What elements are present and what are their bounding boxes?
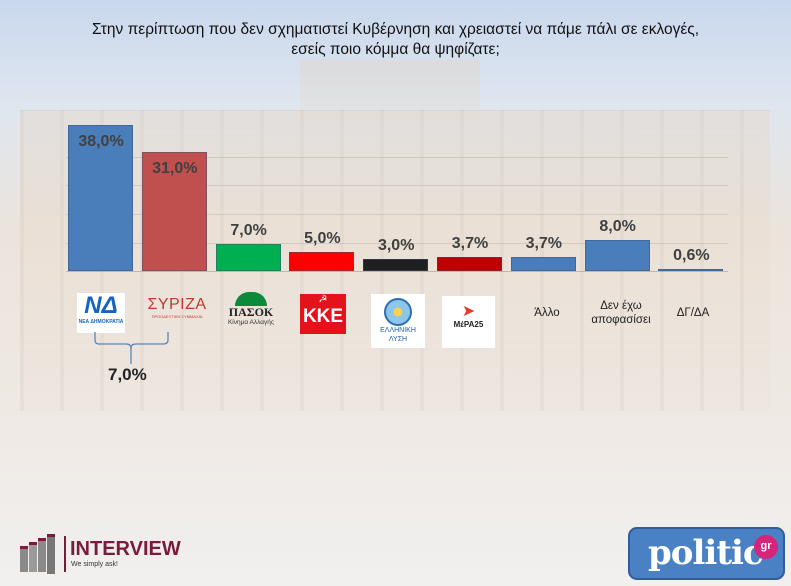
bar-2 [215,244,281,271]
bar-0 [68,125,133,271]
bar-value-label: 3,7% [451,234,489,252]
chart-title: Στην περίπτωση που δεν σχηματιστεί Κυβέρ… [0,20,791,60]
logo-nea-dimokratia: ΝΔ ΝΕΑ ΔΗΜΟΚΡΑΤΙΑ [77,293,125,333]
interview-divider [64,536,66,572]
brace-annotation-icon [94,332,169,364]
politic-name: politic [648,533,764,573]
x-axis-line [66,271,728,272]
kke-mark: ΚΚΕ [302,306,344,327]
bar-value-label: 8,0% [599,218,636,236]
bar-value-label: 7,0% [230,222,267,240]
bar-value-label: 3,0% [377,237,415,255]
logo-syriza: ΣΥΡΙΖΑ ΠΡΟΟΔΕΥΤΙΚΗ ΣΥΜΜΑΧΙΑ [147,296,207,326]
gridline [66,185,728,186]
syriza-mark: ΣΥΡΙΖΑ [147,296,207,313]
nd-mark: ΝΔ [84,292,118,319]
logo-elliniki-lysi: ΕΛΛΗΝΙΚΗ ΛΥΣΗ [371,294,425,348]
background-building-pediment [300,60,480,120]
bar-value-label: 5,0% [304,229,341,247]
logo-pasok: ΠΑΣΟΚ Κίνημα Αλλαγής [225,292,277,332]
bar-value-label: 3,7% [525,234,563,252]
category-other: Άλλο [534,307,560,319]
title-line-2: εσείς ποιο κόμμα θα ψηφίζατε; [291,41,500,58]
interview-tagline: We simply ask! [71,561,118,568]
pasok-sun-icon [235,292,267,306]
nd-text: ΝΕΑ ΔΗΜΟΚΡΑΤΙΑ [78,319,124,325]
pasok-sub: Κίνημα Αλλαγής [227,319,275,326]
bar-5 [437,256,502,271]
swallow-icon: ➤ [461,303,476,320]
category-undecided: Δεν έχω αποφασίσει [584,299,658,327]
compass-icon [384,298,412,326]
bar-value-label: 38,0% [78,133,124,150]
el-lysi-line1: ΕΛΛΗΝΙΚΗ [380,327,416,334]
bar-4 [363,259,429,271]
bar-1 [141,151,207,271]
gridline [66,157,728,158]
pasok-mark: ΠΑΣΟΚ [228,305,274,319]
hammer-sickle-icon: ☭ [318,294,328,305]
el-lysi-line2: ΛΥΣΗ [388,336,408,343]
bar-6 [510,256,576,271]
logo-mera25: ➤ ΜέΡΑ25 [442,296,495,348]
gridline [66,243,728,244]
interview-name: INTERVIEW [70,538,181,560]
title-line-1: Στην περίπτωση που δεν σχηματιστεί Κυβέρ… [91,21,700,38]
category-dk-na: ΔΓ/ΔΑ [676,307,710,319]
gridline [66,214,728,215]
bar-7 [584,240,650,271]
logo-kke: ☭ ΚΚΕ [300,294,346,334]
politic-gr-logo: politic gr [628,527,785,580]
bar-3 [289,251,355,271]
syriza-sub: ΠΡΟΟΔΕΥΤΙΚΗ ΣΥΜΜΑΧΙΑ [151,314,203,319]
combined-percentage-label: 7,0% [108,365,147,384]
bar-columns-icon [20,534,55,574]
gr-badge: gr [754,535,778,559]
undecided-line2: αποφασίσει [591,314,651,326]
mera25-mark: ΜέΡΑ25 [453,320,484,329]
bar-value-label: 31,0% [152,159,198,177]
bar-8 [658,268,724,271]
undecided-line1: Δεν έχω [600,300,642,312]
bar-value-label: 0,6% [673,246,710,264]
